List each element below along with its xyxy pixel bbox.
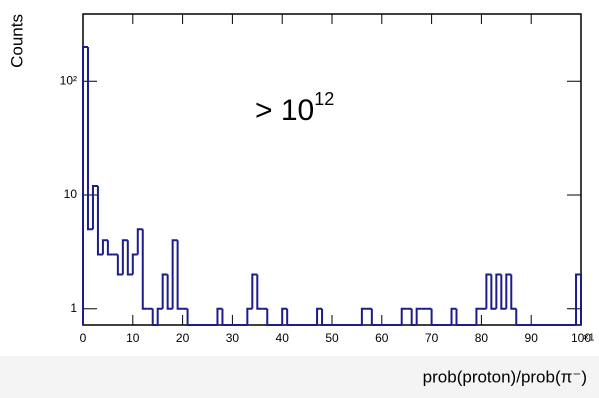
histogram-bin	[510, 274, 517, 310]
x-tick-label: 0	[80, 331, 87, 345]
x-tick-label: 20	[176, 331, 190, 345]
histogram-bin	[161, 273, 168, 309]
histogram-bin	[246, 307, 253, 325]
x-tick-label: 70	[425, 331, 439, 345]
histogram-bin	[495, 273, 502, 309]
histogram-bin	[370, 308, 377, 326]
histogram-bin	[256, 274, 263, 310]
x-tick-label: 10	[126, 331, 140, 345]
x-tick-label: 30	[226, 331, 240, 345]
x-tick-label: 80	[475, 331, 489, 345]
x-tick-label: 40	[276, 331, 290, 345]
histogram-bin	[316, 307, 323, 325]
histogram-bin	[131, 253, 138, 275]
histogram-bin	[156, 307, 163, 325]
histogram-bin	[410, 308, 417, 326]
histogram-bin	[176, 240, 183, 310]
histogram-bin	[101, 239, 108, 255]
histogram-bin	[321, 308, 328, 326]
histogram-bin	[96, 185, 103, 256]
x-axis-label: prob(proton)/prob(π⁻)	[423, 367, 587, 386]
footer-band	[0, 356, 599, 398]
histogram-bin	[415, 307, 422, 325]
histogram-bin	[281, 307, 288, 325]
histogram-bin	[490, 274, 497, 310]
histogram-bin	[455, 308, 462, 326]
histogram-bin	[186, 308, 193, 326]
histogram-bin	[216, 307, 223, 325]
histogram-bin	[575, 273, 582, 325]
histogram-bin	[82, 45, 88, 325]
x-tick-label: 60	[375, 331, 389, 345]
histogram-bin	[91, 184, 98, 230]
annotation-text: > 10	[255, 94, 314, 127]
histogram-bin	[515, 308, 522, 326]
histogram-bin	[505, 273, 512, 309]
x-tick-label: 100	[571, 331, 591, 345]
histogram-bin	[485, 273, 492, 309]
histogram-bin	[360, 307, 367, 325]
histogram-bin	[430, 308, 437, 326]
x-multiplier: ×1	[583, 333, 595, 344]
x-tick-label: 90	[525, 331, 539, 345]
y-axis-label: Counts	[7, 14, 26, 68]
x-tick-label: 50	[325, 331, 339, 345]
histogram-bin	[106, 240, 113, 256]
histogram-bin	[166, 274, 173, 310]
histogram-bin	[266, 308, 273, 326]
y-tick-label: 10	[64, 187, 78, 201]
histogram-bin	[221, 308, 228, 326]
histogram-bin	[136, 228, 143, 255]
histogram-bin	[400, 307, 407, 325]
annotation-superscript: 12	[314, 89, 334, 109]
y-tick-label: 10²	[60, 73, 77, 87]
annotation: > 1012	[255, 89, 334, 127]
y-tick-label: 1	[70, 301, 77, 315]
histogram-bin	[286, 308, 293, 326]
histogram-bin	[116, 254, 123, 276]
histogram-bin	[151, 308, 158, 326]
histogram-bin	[500, 274, 507, 310]
histogram-bin	[86, 46, 93, 231]
histogram-bin	[251, 273, 258, 309]
histogram-bin	[141, 229, 148, 310]
histogram-bin	[126, 240, 133, 276]
histogram-bin	[171, 239, 178, 309]
histogram-bin	[450, 307, 457, 325]
histogram-bin	[121, 239, 128, 275]
histogram-bin	[475, 307, 482, 325]
